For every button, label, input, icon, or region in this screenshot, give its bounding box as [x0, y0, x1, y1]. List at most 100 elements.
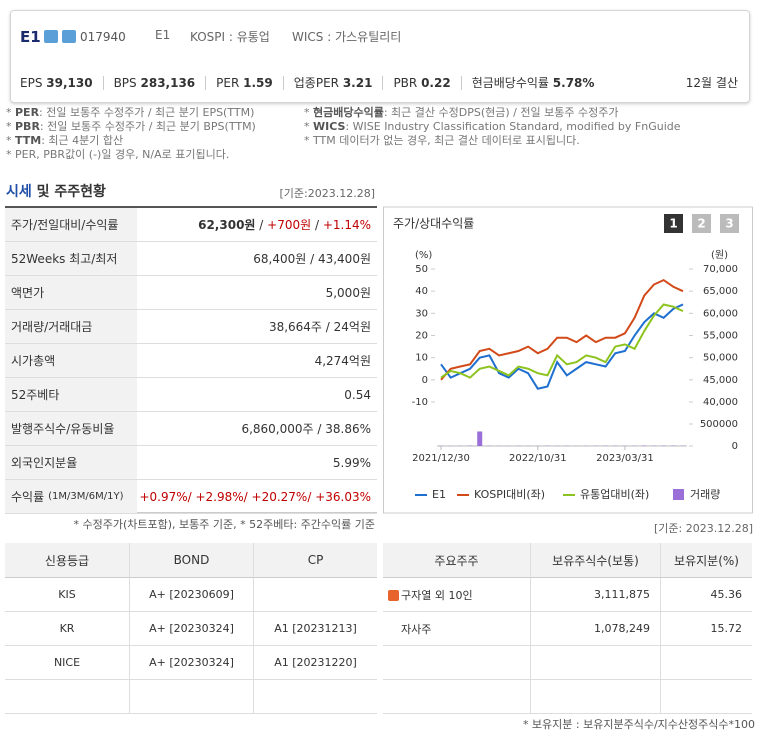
cell: 45.36: [660, 578, 752, 612]
metric-value: 1.59: [243, 76, 273, 90]
metric: EPS 39,130: [20, 76, 104, 90]
note-key: TTM: [15, 134, 42, 147]
note-text: : 전일 보통주 수정주가 / 최근 분기 BPS(TTM): [39, 120, 256, 133]
metric-value: 5.78%: [552, 76, 595, 90]
note-text: : 전일 보통주 수정주가 / 최근 분기 EPS(TTM): [39, 106, 255, 119]
value: 6,860,000주 / 38.86%: [241, 422, 371, 436]
value: 68,400원 / 43,400원: [253, 252, 371, 266]
cell: [253, 680, 377, 714]
metric: 현금배당수익률 5.78%: [472, 76, 605, 90]
y2-tick-label: 50,000: [703, 353, 738, 364]
header-box: [10, 10, 750, 103]
metric: PER 1.59: [216, 76, 284, 90]
y2-tick-label: 70,000: [703, 264, 738, 275]
notes-right: * 현금배당수익률: 최근 결산 수정DPS(현금) / 전일 보통주 수정주가…: [304, 106, 681, 148]
label: 액면가: [11, 286, 45, 300]
header-cell: 보유지분(%): [660, 543, 752, 578]
tab-button[interactable]: [664, 214, 683, 233]
y-tick-label: -10: [412, 397, 428, 408]
legend-swatch: [673, 489, 684, 500]
legend-label: E1: [432, 488, 446, 501]
note-key: 현금배당수익률: [313, 106, 384, 119]
cell: [530, 680, 660, 714]
value: 4,274억원: [314, 354, 371, 368]
row-label: 52주베타: [5, 378, 137, 412]
tab-label: 3: [725, 217, 733, 231]
cell: [5, 680, 129, 714]
value: 62,300원: [198, 218, 256, 232]
metric-label: 현금배당수익률: [471, 76, 549, 90]
y2-tick-label: 40,000: [703, 397, 738, 408]
cell: [383, 680, 530, 714]
legend-label: 거래량: [690, 488, 720, 501]
cell: [383, 646, 530, 680]
cell: 1,078,249: [530, 612, 660, 646]
label: 52Weeks 최고/최저: [11, 252, 118, 266]
row-value: 5.99%: [137, 446, 377, 480]
sublabel: (1M/3M/6M/1Y): [48, 491, 124, 502]
metric-label: PBR: [393, 76, 418, 90]
cell: [660, 680, 752, 714]
chart-title: 주가/상대수익률: [393, 217, 474, 231]
note-key: PER: [15, 106, 40, 119]
value: /: [311, 217, 323, 232]
note: * WICS: WISE Industry Classification Sta…: [304, 120, 681, 133]
y-tick-label: 20: [415, 331, 428, 342]
tab-button[interactable]: [720, 214, 739, 233]
row-value: +0.97%/ +2.98%/ +20.27%/ +36.03%: [137, 480, 377, 514]
title-b: 및 주주현황: [36, 184, 106, 200]
value: 0.54: [344, 387, 371, 402]
label: 수익률: [11, 490, 45, 504]
header-cell: 신용등급: [5, 543, 129, 578]
value: +1.14%: [322, 217, 371, 232]
row-label: 주가/전일대비/수익률: [5, 208, 137, 242]
y-tick-label: 40: [415, 286, 428, 297]
header-cell: CP: [253, 543, 377, 578]
volume-bar: [477, 431, 483, 446]
note-key: WICS: [313, 120, 346, 133]
metric-label: 업종PER: [293, 76, 339, 90]
y3-tick-label: 500000: [700, 419, 738, 430]
header-cell: 주요주주: [383, 543, 530, 578]
cell: [253, 578, 377, 612]
label: 주가/전일대비/수익률: [11, 218, 119, 232]
row-value: 62,300원 / +700원 / +1.14%: [137, 208, 377, 242]
metric: 업종PER 3.21: [293, 76, 384, 90]
row-value: 38,664주 / 24억원: [137, 310, 377, 344]
note-text: : WISE Industry Classification Standard,…: [345, 120, 681, 133]
tab-button[interactable]: [692, 214, 711, 233]
cell: A1 [20231220]: [253, 646, 377, 680]
market: KOSPI : 유통업: [190, 30, 270, 44]
wics: WICS : 가스유틸리티: [292, 30, 402, 44]
cell: [530, 646, 660, 680]
metrics: EPS 39,130 BPS 283,136 PER 1.59 업종PER 3.21 P…: [20, 74, 614, 91]
series-line: [440, 303, 684, 390]
row-label: 발행주식수/유동비율: [5, 412, 137, 446]
x-tick-label: 2021/12/30: [412, 453, 470, 464]
cell: A+ [20230609]: [129, 578, 253, 612]
y2-tick-label: 65,000: [703, 286, 738, 297]
icon: [388, 590, 399, 601]
metric-value: 3.21: [342, 76, 373, 90]
title-a: 시세: [6, 184, 32, 200]
chart-date: [기준: 2023.12.28]: [653, 522, 753, 535]
row-label: 수익률 (1M/3M/6M/1Y): [5, 480, 137, 514]
holder-footnote: * 보유지분 : 보유지분주식수/지수산정주식수*100: [522, 718, 755, 731]
value: /: [255, 217, 268, 232]
value: 5.99%: [332, 455, 371, 470]
row-label: 액면가: [5, 276, 137, 310]
y-axis-label: (%): [415, 250, 432, 261]
note-key: PBR: [15, 120, 40, 133]
date: [기준:2023.12.28]: [279, 187, 375, 200]
row-label: 거래량/거래대금: [5, 310, 137, 344]
x-tick-label: 2022/10/31: [509, 453, 567, 464]
chart: 주가/상대수익률 1 2 3 (%) (원) 50 40 30 20 10 0 -10 70,000 65,…: [383, 206, 753, 514]
notes-left: * PER: 전일 보통주 수정주가 / 최근 분기 EPS(TTM) * PBR…: [6, 106, 256, 162]
cell: A+ [20230324]: [129, 612, 253, 646]
y-tick-label: 30: [415, 308, 428, 319]
section-title: 시세 및 주주현황: [6, 181, 106, 201]
label: 발행주식수/유동비율: [11, 422, 115, 436]
tab-label: 2: [697, 217, 705, 231]
table-border: [5, 206, 377, 513]
